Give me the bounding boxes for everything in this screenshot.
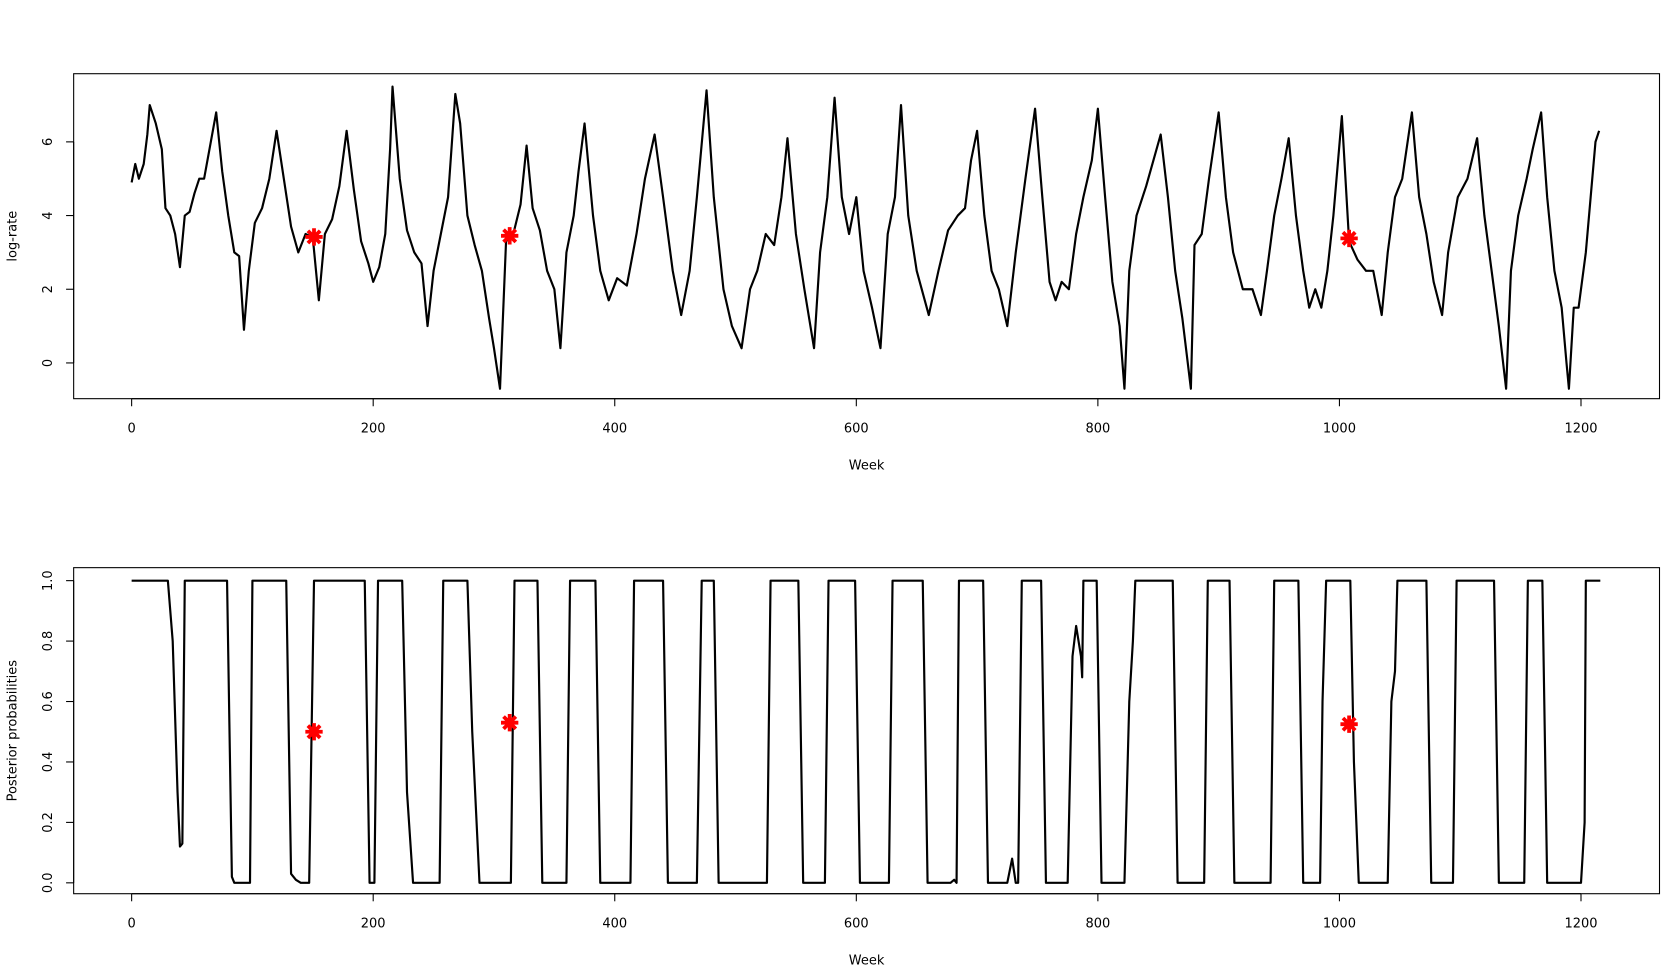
asterisk-point bbox=[1340, 229, 1358, 248]
y-axis-label: Posterior probabilities bbox=[5, 660, 20, 802]
x-tick-label: 800 bbox=[1085, 422, 1110, 437]
x-tick-label: 800 bbox=[1085, 917, 1110, 932]
y-tick-label: 4 bbox=[41, 211, 56, 219]
asterisk-point bbox=[501, 227, 519, 245]
asterisk-point bbox=[1340, 715, 1358, 733]
x-tick-label: 200 bbox=[361, 917, 386, 932]
y-tick-label: 6 bbox=[41, 138, 56, 146]
data-line bbox=[131, 579, 1601, 884]
x-tick-label: 1000 bbox=[1323, 917, 1356, 932]
x-tick-label: 0 bbox=[128, 917, 136, 932]
asterisk-point bbox=[305, 723, 323, 741]
y-tick-label: 1.0 bbox=[41, 570, 56, 591]
x-tick-label: 600 bbox=[844, 917, 869, 932]
x-tick-label: 600 bbox=[844, 422, 869, 437]
x-tick-label: 0 bbox=[128, 422, 136, 437]
x-tick-label: 1000 bbox=[1323, 422, 1356, 437]
x-axis-label: Week bbox=[849, 953, 885, 968]
y-tick-label: 0.6 bbox=[41, 691, 56, 712]
y-tick-label: 2 bbox=[41, 285, 56, 293]
x-tick-label: 1200 bbox=[1564, 917, 1597, 932]
y-tick-label: 0.2 bbox=[41, 812, 56, 833]
data-line bbox=[130, 85, 1601, 390]
x-tick-label: 400 bbox=[602, 917, 627, 932]
x-tick-label: 200 bbox=[361, 422, 386, 437]
asterisk-point bbox=[305, 228, 323, 246]
y-axis-label: log-rate bbox=[5, 211, 20, 262]
x-tick-label: 400 bbox=[602, 422, 627, 437]
y-tick-label: 0.0 bbox=[41, 873, 56, 894]
y-tick-label: 0.4 bbox=[41, 752, 56, 773]
asterisk-point bbox=[501, 714, 519, 732]
y-tick-label: 0.8 bbox=[41, 631, 56, 652]
x-axis-label: Week bbox=[849, 458, 885, 473]
y-tick-label: 0 bbox=[41, 359, 56, 367]
x-tick-label: 1200 bbox=[1564, 422, 1597, 437]
